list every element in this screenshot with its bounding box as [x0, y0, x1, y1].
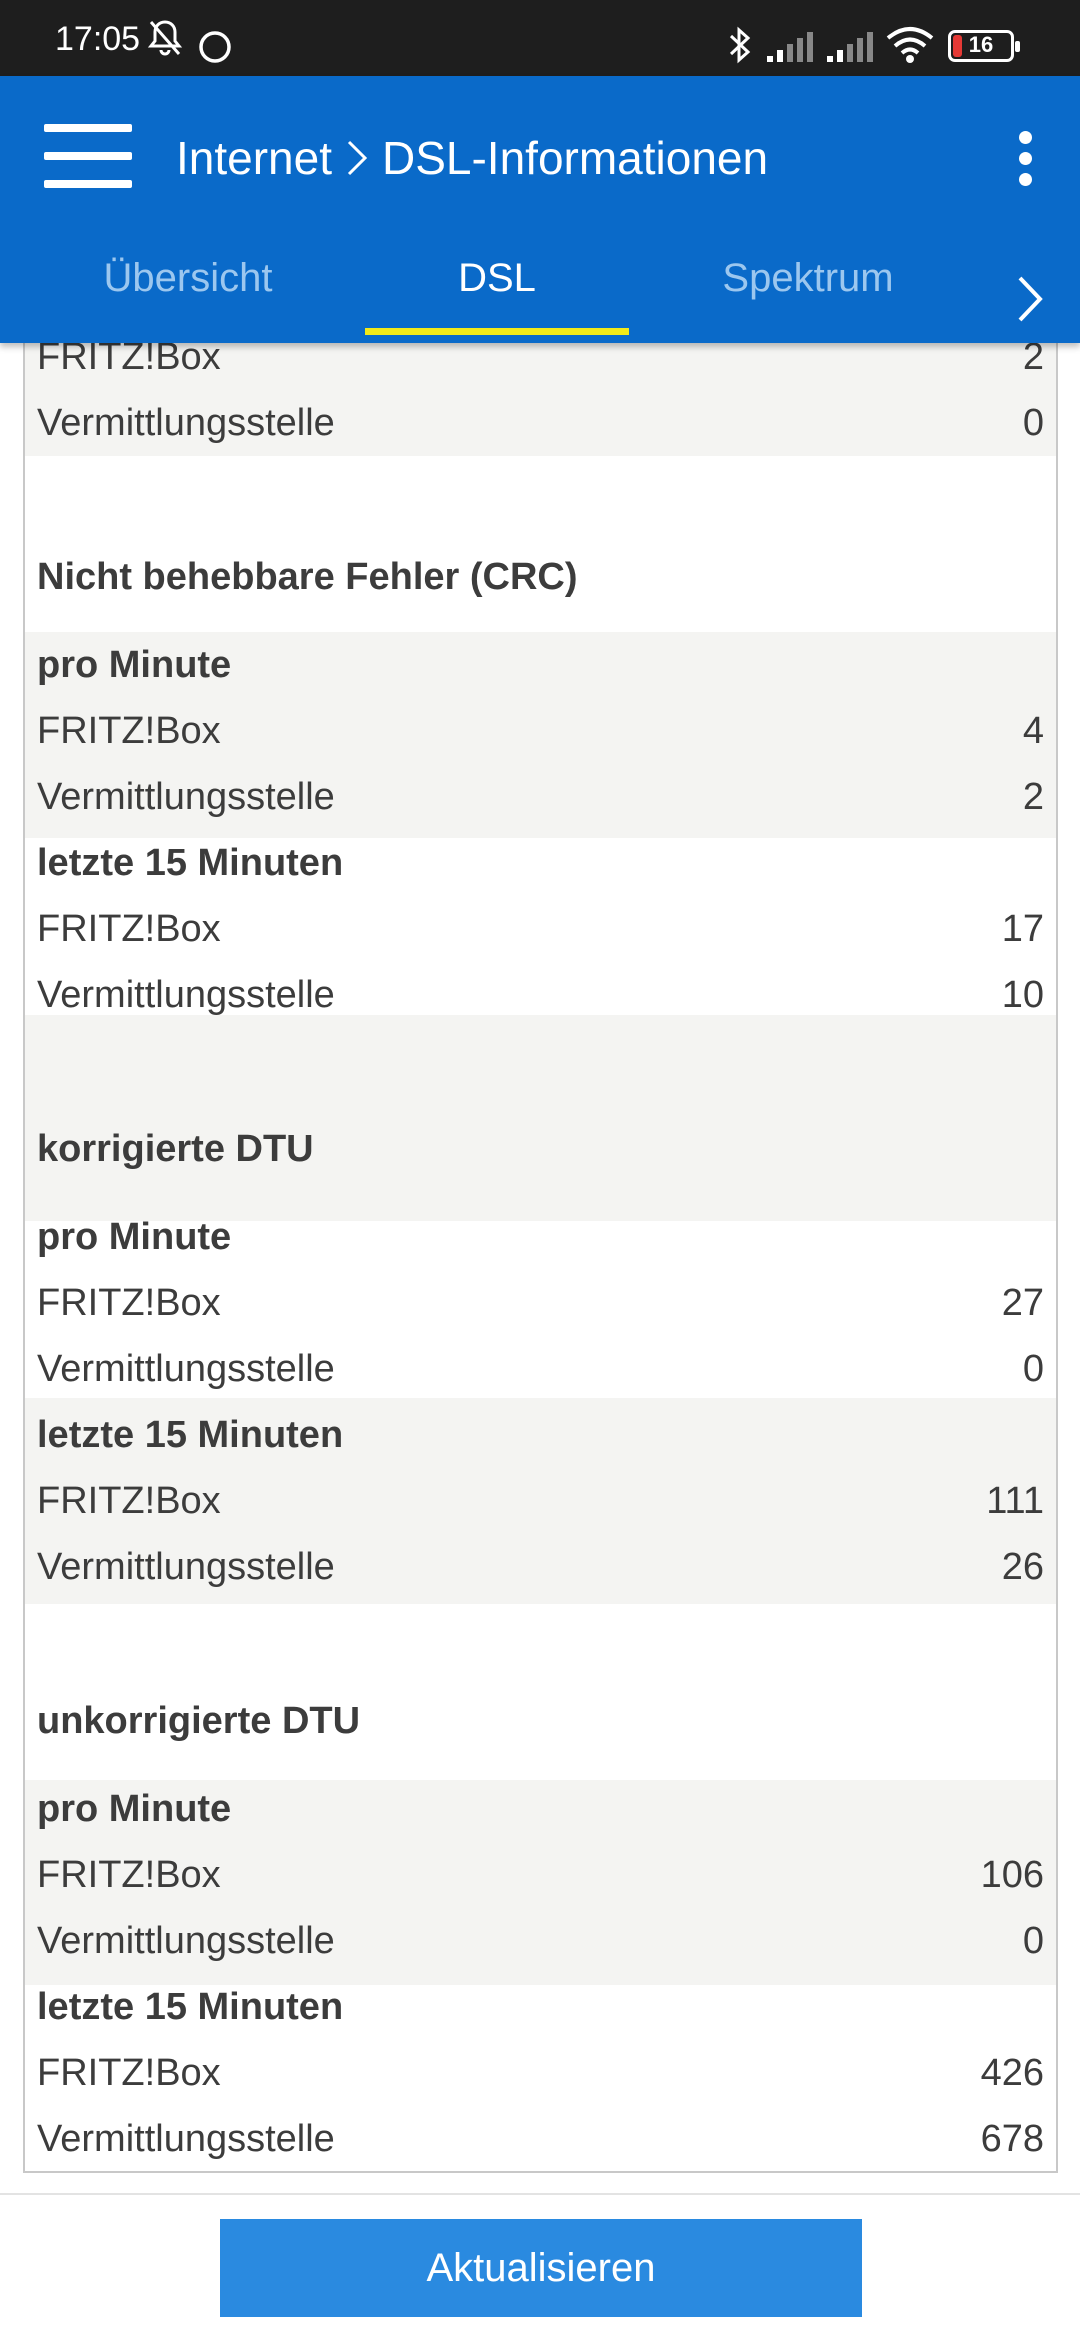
breadcrumb: Internet DSL-Informationen [176, 126, 768, 190]
battery-icon: 16 [948, 30, 1020, 62]
page-title: DSL-Informationen [382, 132, 769, 184]
table-row: Vermittlungsstelle 0 [37, 1919, 1044, 1962]
tab-dsl[interactable]: DSL [365, 246, 629, 343]
status-time: 17:05 [55, 20, 141, 58]
row-band [25, 1015, 1056, 1221]
table-row: Vermittlungsstelle 2 [37, 775, 1044, 818]
table-row: FRITZ!Box 111 [37, 1479, 1044, 1522]
subsection-heading: pro Minute [37, 1787, 232, 1830]
section-heading: unkorrigierte DTU [37, 1699, 361, 1742]
table-row: FRITZ!Box 17 [37, 907, 1044, 950]
table-row: Vermittlungsstelle 678 [37, 2117, 1044, 2160]
refresh-button[interactable]: Aktualisieren [220, 2219, 862, 2317]
more-options-icon[interactable] [1010, 131, 1042, 186]
table-row: FRITZ!Box 426 [37, 2051, 1044, 2094]
subsection-heading: letzte 15 Minuten [37, 1413, 344, 1456]
row-band [25, 1398, 1056, 1604]
menu-button[interactable] [44, 124, 132, 188]
chevron-right-icon [346, 139, 368, 177]
table-row: FRITZ!Box 4 [37, 709, 1044, 752]
section-heading: korrigierte DTU [37, 1127, 314, 1170]
table-row: FRITZ!Box 106 [37, 1853, 1044, 1896]
tab-bar: Übersicht DSL Spektrum [0, 246, 1080, 343]
status-bar: 17:05 16 [0, 0, 1080, 76]
tab-overview[interactable]: Übersicht [103, 256, 273, 300]
table-row: Vermittlungsstelle 0 [37, 1347, 1044, 1390]
table-row: Vermittlungsstelle 26 [37, 1545, 1044, 1588]
subsection-heading: pro Minute [37, 1215, 232, 1258]
dsl-statistics-table: FRITZ!Box 2 Vermittlungsstelle 0 Nicht beh… [23, 250, 1058, 2173]
app-header: Internet DSL-Informationen Übersicht DSL… [0, 76, 1080, 343]
chevron-right-icon[interactable] [1010, 264, 1050, 334]
tab-spectrum[interactable]: Spektrum [722, 256, 894, 300]
battery-level: 16 [968, 32, 994, 57]
footer-divider [0, 2193, 1080, 2195]
circle-icon [199, 31, 231, 63]
subsection-heading: letzte 15 Minuten [37, 1985, 344, 2028]
subsection-heading: pro Minute [37, 643, 232, 686]
active-tab-indicator [365, 328, 629, 335]
signal-icon [767, 32, 813, 62]
subsection-heading: letzte 15 Minuten [37, 841, 344, 884]
signal-icon [827, 32, 873, 62]
table-row: Vermittlungsstelle 10 [37, 973, 1044, 1016]
table-row: FRITZ!Box 27 [37, 1281, 1044, 1324]
bluetooth-icon [729, 26, 751, 64]
bell-off-icon [147, 20, 183, 56]
row-band [25, 632, 1056, 838]
breadcrumb-parent[interactable]: Internet [176, 132, 332, 184]
table-row: Vermittlungsstelle 0 [37, 401, 1044, 444]
row-band [25, 1780, 1056, 1985]
wifi-icon [886, 27, 934, 63]
section-heading: Nicht behebbare Fehler (CRC) [37, 555, 578, 598]
